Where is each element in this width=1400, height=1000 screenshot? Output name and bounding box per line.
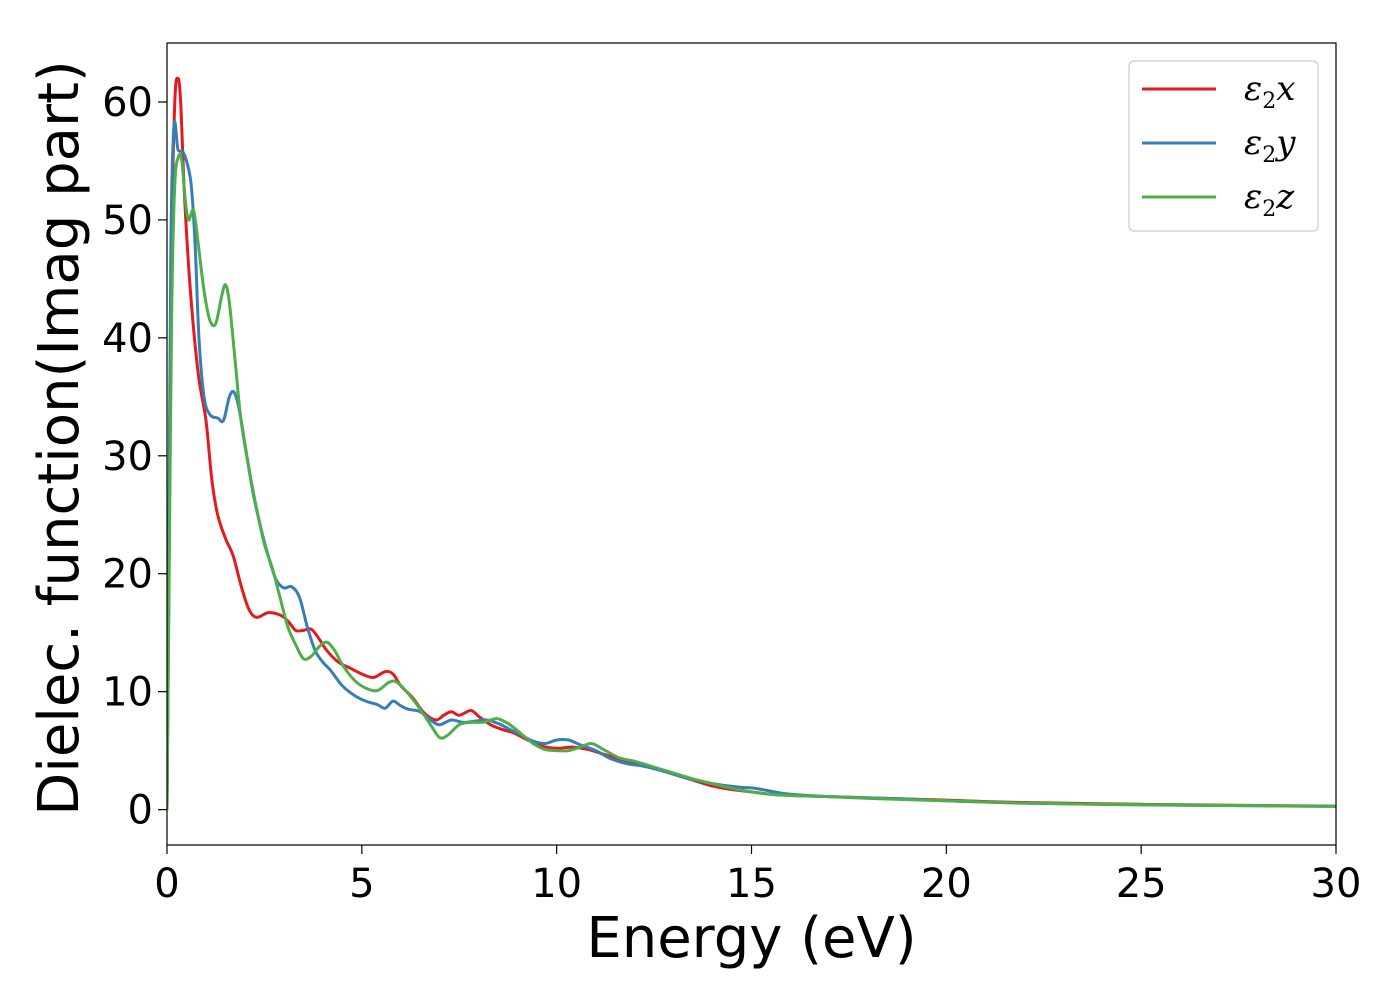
- legend-entry-x: ε2x: [1244, 69, 1295, 114]
- x-tick-label: 0: [154, 861, 179, 907]
- series-line-y: [167, 120, 1336, 810]
- y-tick-label: 30: [102, 434, 153, 480]
- x-tick-label: 5: [349, 861, 374, 907]
- x-tick-label: 10: [531, 861, 582, 907]
- y-axis-ticks: 0 10 20 30 40 50 60: [102, 80, 167, 834]
- x-tick-label: 25: [1116, 861, 1167, 907]
- y-tick-label: 0: [128, 788, 153, 834]
- x-tick-label: 15: [726, 861, 777, 907]
- legend: ε2x ε2y ε2z: [1128, 60, 1319, 232]
- y-tick-label: 50: [102, 198, 153, 244]
- legend-entry-z: ε2z: [1244, 177, 1295, 222]
- x-axis-ticks: 0 5 10 15 20 25 30: [154, 845, 1361, 907]
- x-axis-label: Energy (eV): [586, 906, 916, 971]
- legend-entry-y: ε2y: [1244, 123, 1296, 168]
- y-tick-label: 60: [102, 80, 153, 126]
- y-tick-label: 40: [102, 316, 153, 362]
- series-layer: [167, 76, 1336, 810]
- series-line-z: [167, 152, 1336, 810]
- y-axis-label: Dielec. function(Imag part): [27, 60, 92, 816]
- legend-box: [1128, 60, 1319, 232]
- y-tick-label: 20: [102, 552, 153, 598]
- x-tick-label: 30: [1311, 861, 1362, 907]
- x-tick-label: 20: [921, 861, 972, 907]
- y-tick-label: 10: [102, 670, 153, 716]
